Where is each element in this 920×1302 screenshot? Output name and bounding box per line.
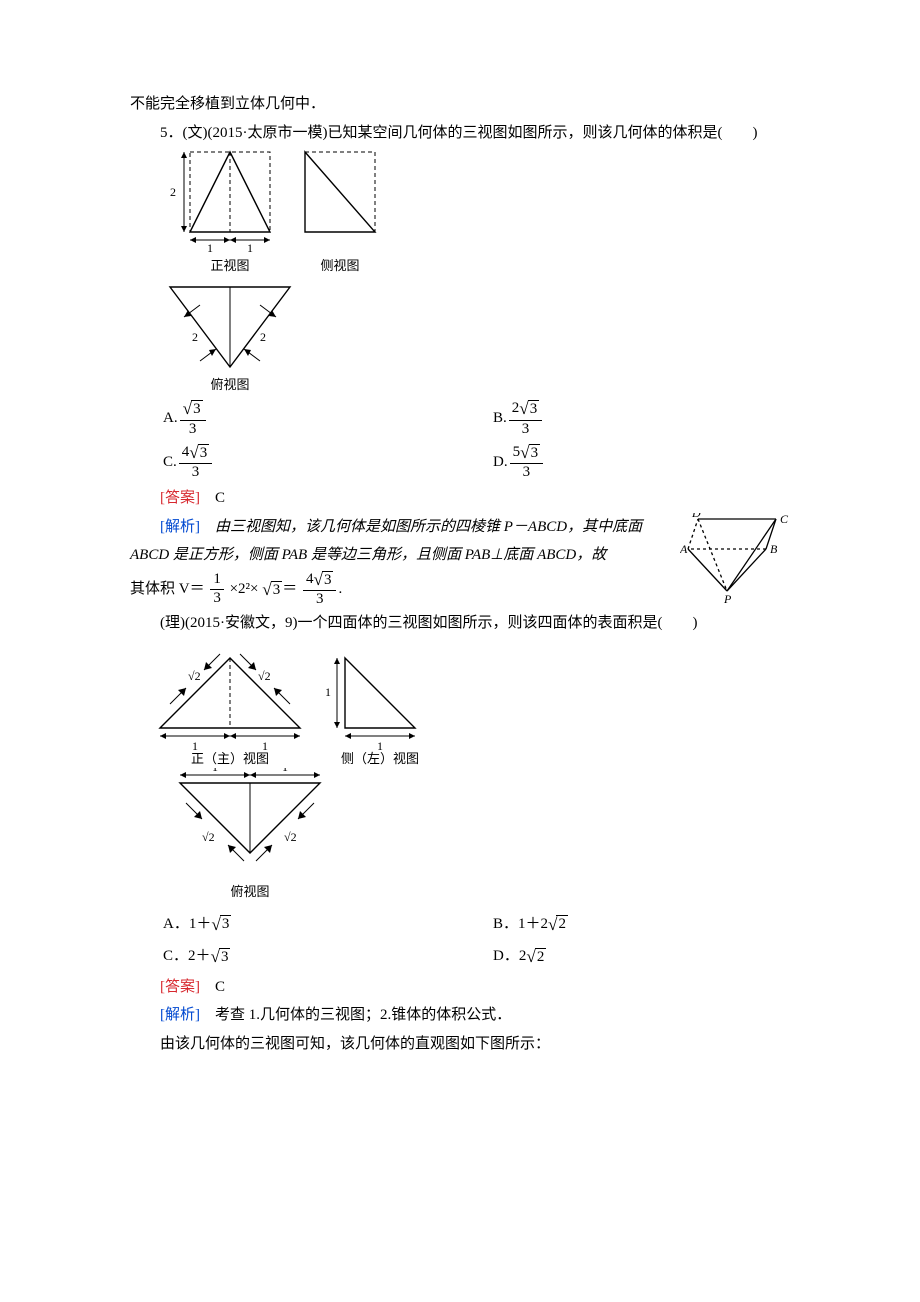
q5-stem: 5．(文)(2015·太原市一模)已知某空间几何体的三视图如图所示，则该几何体的…	[130, 119, 790, 148]
svg-text:1: 1	[212, 768, 218, 774]
q5li-choice-c: C．2＋√3	[130, 940, 460, 973]
q5-analysis-formula: 其体积 V＝ 13 ×2²× √3＝ 4√33.	[130, 570, 670, 610]
q5li-analysis-1: [解析] 考查 1.几何体的三视图；2.锥体的体积公式．	[130, 1001, 790, 1030]
svg-text:俯视图: 俯视图	[210, 377, 249, 392]
q5-analysis: [解析] 由三视图知，该几何体是如图所示的四棱锥 P－ABCD，其中底面 ABC…	[130, 513, 670, 570]
q5-three-view: 2 1 1 正视图 侧视图	[130, 147, 790, 397]
q5-choice-b: B.2√33	[460, 397, 790, 441]
q5-choice-d: D.5√33	[460, 441, 790, 485]
q5-choice-c: C.4√33	[130, 441, 460, 485]
q5-choices: A.√33 B.2√33 C.4√33 D.5√33	[130, 397, 790, 484]
svg-text:√2: √2	[258, 669, 271, 683]
svg-text:D: D	[691, 513, 701, 520]
svg-text:√2: √2	[284, 830, 297, 844]
q5li-answer: [答案] C	[130, 973, 790, 1002]
q5li-choice-a: A．1＋√3	[130, 908, 460, 941]
q5li-stem: (理)(2015·安徽文，9)一个四面体的三视图如图所示，则该四面体的表面积是(…	[130, 609, 790, 638]
q5li-choice-d: D．2√2	[460, 940, 790, 973]
q5li-analysis-2: 由该几何体的三视图可知，该几何体的直观图如下图所示：	[130, 1030, 790, 1059]
svg-text:侧（左）视图: 侧（左）视图	[341, 751, 419, 766]
intro-line: 不能完全移植到立体几何中．	[130, 90, 790, 119]
svg-text:√2: √2	[188, 669, 201, 683]
svg-text:1: 1	[325, 685, 331, 699]
svg-text:P: P	[723, 592, 732, 603]
svg-text:1: 1	[207, 241, 213, 255]
svg-text:C: C	[780, 513, 789, 526]
q5li-three-view: √2 √2 1 1	[130, 638, 790, 908]
svg-text:正（主）视图: 正（主）视图	[191, 751, 269, 766]
q5-solid-figure: D C A B P	[680, 513, 790, 603]
svg-text:A: A	[680, 542, 688, 556]
q5-choice-a: A.√33	[130, 397, 460, 441]
svg-text:侧视图: 侧视图	[320, 258, 359, 273]
svg-text:2: 2	[192, 330, 198, 344]
q5li-choice-b: B．1＋2√2	[460, 908, 790, 941]
svg-text:2: 2	[170, 185, 176, 199]
q5li-choices: A．1＋√3 B．1＋2√2 C．2＋√3 D．2√2	[130, 908, 790, 973]
svg-text:2: 2	[260, 330, 266, 344]
svg-text:B: B	[770, 542, 778, 556]
svg-text:1: 1	[247, 241, 253, 255]
svg-text:俯视图: 俯视图	[230, 884, 269, 899]
q5-front-label: 正视图	[210, 258, 249, 273]
svg-text:√2: √2	[202, 830, 215, 844]
q5-answer: [答案] C	[130, 484, 790, 513]
svg-text:1: 1	[282, 768, 288, 774]
